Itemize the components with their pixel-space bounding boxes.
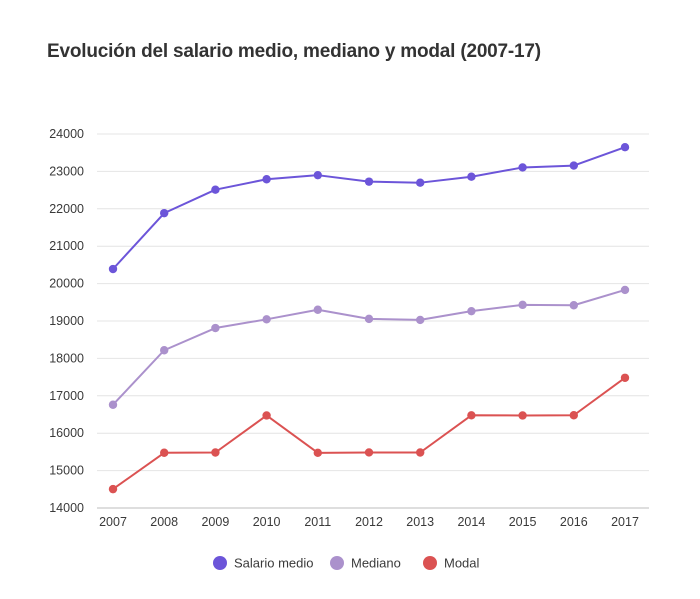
series-3 — [108, 373, 630, 494]
data-point — [262, 175, 271, 184]
data-point — [518, 300, 527, 310]
data-point — [416, 448, 425, 457]
x-tick-label: 2007 — [99, 515, 127, 529]
data-point — [364, 448, 374, 457]
data-point — [518, 163, 527, 172]
data-point — [108, 400, 118, 409]
y-tick-label: 14000 — [49, 501, 84, 515]
data-point — [313, 448, 322, 458]
data-point — [160, 346, 169, 355]
series-2 — [108, 285, 630, 409]
data-point — [569, 161, 578, 170]
data-point — [313, 170, 322, 180]
data-point — [211, 185, 220, 194]
data-point — [160, 208, 169, 218]
data-point — [364, 177, 374, 186]
x-tick-label: 2017 — [611, 515, 639, 529]
data-point — [518, 411, 527, 420]
x-axis-ticks: 2007 2008 2009 2010 2011 2012 2013 2014 2015 2016… — [99, 515, 639, 529]
data-point — [620, 285, 630, 295]
data-point — [211, 448, 220, 457]
data-point — [262, 411, 271, 420]
data-point — [108, 264, 118, 274]
data-point — [364, 314, 374, 324]
data-point — [313, 305, 322, 314]
data-point — [211, 323, 220, 333]
y-tick-label: 18000 — [49, 351, 84, 365]
y-tick-label: 16000 — [49, 426, 84, 440]
legend-label: Mediano — [351, 556, 401, 571]
legend-label: Salario medio — [234, 556, 314, 571]
series-group — [108, 143, 630, 494]
chart-title: Evolución del salario medio, mediano y m… — [47, 41, 541, 62]
y-tick-label: 24000 — [49, 127, 84, 141]
y-tick-label: 20000 — [49, 277, 84, 291]
legend-swatch — [423, 556, 437, 570]
data-point — [569, 411, 578, 420]
grid-lines — [97, 133, 649, 509]
x-tick-label: 2010 — [253, 515, 281, 529]
data-point — [416, 315, 425, 325]
x-tick-label: 2016 — [560, 515, 588, 529]
y-tick-label: 23000 — [49, 164, 84, 178]
data-point — [108, 484, 118, 494]
data-point — [620, 143, 630, 152]
data-point — [467, 306, 476, 316]
data-point — [467, 172, 476, 181]
y-tick-label: 17000 — [49, 389, 84, 403]
data-point — [620, 373, 630, 382]
y-axis-ticks: 14000 15000 16000 17000 18000 19000 20000 21000… — [49, 127, 84, 515]
series-line — [112, 146, 626, 270]
legend: Salario medio Mediano Modal — [213, 556, 480, 571]
x-tick-label: 2013 — [406, 515, 434, 529]
legend-swatch — [330, 556, 344, 570]
data-point — [160, 448, 169, 457]
y-tick-label: 19000 — [49, 314, 84, 328]
x-tick-label: 2014 — [457, 515, 485, 529]
x-tick-label: 2009 — [201, 515, 229, 529]
data-point — [262, 315, 271, 324]
data-point — [416, 178, 425, 187]
legend-swatch — [213, 556, 227, 570]
x-tick-label: 2015 — [509, 515, 537, 529]
x-tick-label: 2008 — [150, 515, 178, 529]
y-tick-label: 15000 — [49, 464, 84, 478]
data-point — [569, 301, 578, 310]
legend-label: Modal — [444, 556, 480, 571]
series-line — [112, 289, 626, 406]
series-1 — [108, 143, 630, 274]
data-point — [467, 411, 476, 420]
x-tick-label: 2012 — [355, 515, 383, 529]
y-tick-label: 21000 — [49, 239, 84, 253]
y-tick-label: 22000 — [49, 202, 84, 216]
x-tick-label: 2011 — [304, 515, 331, 529]
